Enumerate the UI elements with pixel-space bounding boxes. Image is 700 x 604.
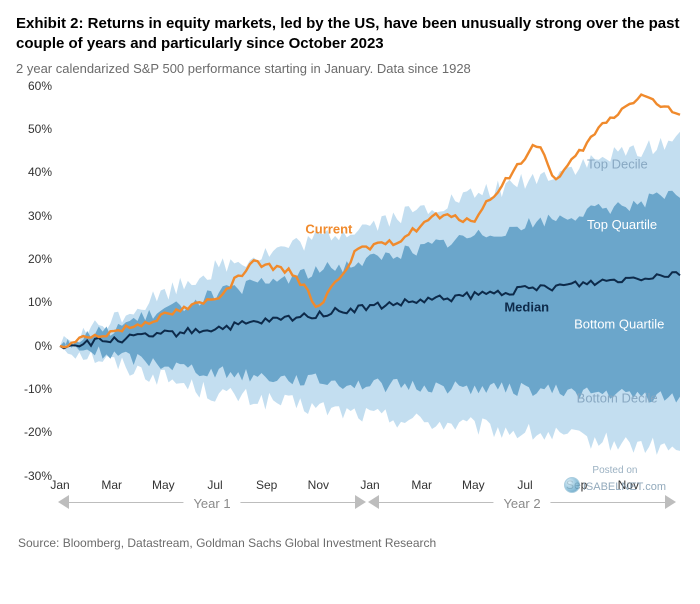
chart-svg: Top Decile Top Quartile Bottom Quartile Bot… xyxy=(60,86,680,476)
y-tick-label: -20% xyxy=(24,425,52,439)
watermark: Posted on ISABELNET.com xyxy=(564,464,666,494)
chart-subtitle: 2 year calendarized S&P 500 performance … xyxy=(16,61,684,76)
band-label: Median xyxy=(504,299,549,314)
chart-title: Exhibit 2: Returns in equity markets, le… xyxy=(16,14,684,55)
x-tick-label: Jan xyxy=(360,478,379,492)
plot-area: Top Decile Top Quartile Bottom Quartile Bot… xyxy=(60,86,680,476)
y-tick-label: 0% xyxy=(35,339,52,353)
y-tick-label: 20% xyxy=(28,252,52,266)
x-tick-label: May xyxy=(462,478,485,492)
x-tick-label: Sep xyxy=(256,478,277,492)
y-tick-label: 50% xyxy=(28,122,52,136)
x-tick-label: Nov xyxy=(308,478,329,492)
globe-icon xyxy=(564,477,580,493)
band-label: Top Decile xyxy=(587,156,648,171)
x-tick-label: Jan xyxy=(50,478,69,492)
band-label: Current xyxy=(305,221,353,236)
y-tick-label: 60% xyxy=(28,79,52,93)
x-tick-label: May xyxy=(152,478,175,492)
year-segment: Year 1 xyxy=(60,498,364,518)
band-label: Bottom Quartile xyxy=(574,316,664,331)
watermark-line2: ISABELNET.com xyxy=(564,477,666,494)
chart-container: 60%50%40%30%20%10%0%-10%-20%-30% Top Dec… xyxy=(16,86,684,520)
year-segment: Year 2 xyxy=(370,498,674,518)
y-tick-label: 10% xyxy=(28,295,52,309)
y-axis-labels: 60%50%40%30%20%10%0%-10%-20%-30% xyxy=(16,86,56,476)
y-tick-label: 30% xyxy=(28,209,52,223)
band-label: Top Quartile xyxy=(587,217,657,232)
watermark-line1: Posted on xyxy=(564,464,666,477)
y-tick-label: 40% xyxy=(28,165,52,179)
band-label: Bottom Decile xyxy=(577,390,658,405)
year-label: Year 1 xyxy=(183,496,240,511)
year-axis: Year 1 Year 2 xyxy=(60,498,680,520)
y-tick-label: -10% xyxy=(24,382,52,396)
x-tick-label: Mar xyxy=(101,478,122,492)
y-tick-label: -30% xyxy=(24,469,52,483)
source-line: Source: Bloomberg, Datastream, Goldman S… xyxy=(18,536,684,550)
year-label: Year 2 xyxy=(493,496,550,511)
x-tick-label: Mar xyxy=(411,478,432,492)
x-tick-label: Jul xyxy=(207,478,222,492)
x-tick-label: Jul xyxy=(517,478,532,492)
